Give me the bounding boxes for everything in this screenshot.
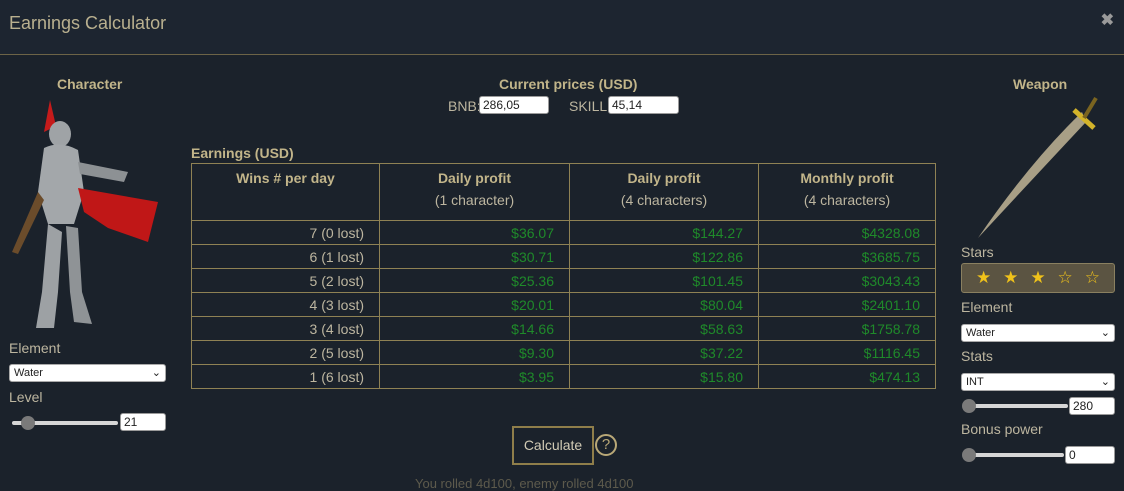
title-bar: Earnings Calculator ✖ — [0, 0, 1124, 55]
column-subtitle: (4 characters) — [620, 192, 708, 208]
table-row: 6 (1 lost) $30.71 $122.86 $3685.75 — [191, 244, 936, 269]
chevron-down-icon: ⌄ — [1100, 327, 1110, 339]
profit-cell: $14.66 — [379, 316, 570, 341]
table-row: 2 (5 lost) $9.30 $37.22 $1116.45 — [191, 340, 936, 365]
daily-1-column-header: Daily profit (1 character) — [379, 163, 570, 221]
profit-cell: $122.86 — [569, 244, 759, 269]
profit-cell: $9.30 — [379, 340, 570, 365]
wins-cell: 1 (6 lost) — [191, 364, 380, 389]
calculate-button[interactable]: Calculate — [512, 426, 594, 465]
character-level-slider[interactable] — [12, 421, 118, 425]
profit-cell: $58.63 — [569, 316, 759, 341]
table-row: 7 (0 lost) $36.07 $144.27 $4328.08 — [191, 220, 936, 245]
wins-cell: 2 (5 lost) — [191, 340, 380, 365]
wins-column-header: Wins # per day — [191, 163, 380, 221]
daily-4-column-header: Daily profit (4 characters) — [569, 163, 759, 221]
character-element-value: Water — [14, 367, 43, 379]
bonus-power-label: Bonus power — [961, 421, 1043, 437]
weapon-heading: Weapon — [1013, 76, 1068, 92]
profit-cell: $474.13 — [758, 364, 936, 389]
star-empty-icon[interactable]: ☆ — [1084, 268, 1100, 287]
wins-cell: 3 (4 lost) — [191, 316, 380, 341]
earnings-header-row: Wins # per day Daily profit (1 character)… — [191, 163, 936, 221]
character-heading: Character — [57, 76, 123, 92]
stats-input[interactable] — [1069, 397, 1115, 415]
column-title: Daily profit — [627, 170, 701, 186]
star-filled-icon[interactable]: ★ — [1003, 268, 1019, 287]
monthly-column-header: Monthly profit (4 characters) — [758, 163, 936, 221]
character-element-label: Element — [9, 340, 61, 356]
bonus-power-slider-thumb[interactable] — [962, 448, 976, 462]
profit-cell: $1758.78 — [758, 316, 936, 341]
profit-cell: $30.71 — [379, 244, 570, 269]
profit-cell: $2401.10 — [758, 292, 936, 317]
stars-label: Stars — [961, 244, 994, 260]
bnb-price-input[interactable] — [479, 96, 549, 114]
weapon-stats-value: INT — [966, 376, 984, 388]
profit-cell: $3.95 — [379, 364, 570, 389]
character-level-input[interactable] — [120, 413, 166, 431]
bonus-power-slider[interactable] — [964, 453, 1064, 457]
bnb-label: BNB: — [448, 98, 481, 114]
profit-cell: $101.45 — [569, 268, 759, 293]
column-title: Monthly profit — [800, 170, 894, 186]
wins-cell: 7 (0 lost) — [191, 220, 380, 245]
character-level-label: Level — [9, 389, 43, 405]
stats-slider-thumb[interactable] — [962, 399, 976, 413]
character-level-slider-thumb[interactable] — [21, 416, 36, 430]
prices-heading: Current prices (USD) — [499, 76, 638, 92]
weapon-stats-select[interactable]: INT ⌄ — [961, 373, 1115, 391]
bonus-power-input[interactable] — [1065, 446, 1115, 464]
wins-cell: 5 (2 lost) — [191, 268, 380, 293]
weapon-image — [978, 96, 1098, 238]
chevron-down-icon: ⌄ — [151, 367, 161, 379]
wins-cell: 6 (1 lost) — [191, 244, 380, 269]
weapon-element-value: Water — [966, 327, 995, 339]
profit-cell: $20.01 — [379, 292, 570, 317]
profit-cell: $37.22 — [569, 340, 759, 365]
stats-slider[interactable] — [964, 404, 1068, 408]
profit-cell: $80.04 — [569, 292, 759, 317]
profit-cell: $3043.43 — [758, 268, 936, 293]
table-row: 5 (2 lost) $25.36 $101.45 $3043.43 — [191, 268, 936, 293]
profit-cell: $25.36 — [379, 268, 570, 293]
help-icon[interactable]: ? — [595, 434, 617, 456]
skill-label: SKILL: — [569, 98, 612, 114]
earnings-table: Wins # per day Daily profit (1 character)… — [191, 163, 936, 389]
weapon-element-select[interactable]: Water ⌄ — [961, 324, 1115, 342]
star-filled-icon[interactable]: ★ — [1030, 268, 1046, 287]
profit-cell: $4328.08 — [758, 220, 936, 245]
weapon-stars[interactable]: ★ ★ ★ ☆ ☆ — [961, 263, 1115, 293]
stats-label: Stats — [961, 348, 993, 364]
profit-cell: $3685.75 — [758, 244, 936, 269]
profit-cell: $144.27 — [569, 220, 759, 245]
character-element-select[interactable]: Water ⌄ — [9, 364, 166, 382]
wins-cell: 4 (3 lost) — [191, 292, 380, 317]
column-subtitle: (1 character) — [434, 192, 515, 208]
profit-cell: $36.07 — [379, 220, 570, 245]
table-row: 3 (4 lost) $14.66 $58.63 $1758.78 — [191, 316, 936, 341]
skill-price-input[interactable] — [608, 96, 679, 114]
close-icon[interactable]: ✖ — [1100, 12, 1114, 29]
table-row: 1 (6 lost) $3.95 $15.80 $474.13 — [191, 364, 936, 389]
weapon-element-label: Element — [961, 299, 1013, 315]
character-image — [12, 100, 158, 328]
profit-cell: $1116.45 — [758, 340, 936, 365]
column-title: Wins # per day — [236, 170, 335, 186]
profit-cell: $15.80 — [569, 364, 759, 389]
earnings-heading: Earnings (USD) — [191, 145, 294, 161]
chevron-down-icon: ⌄ — [1100, 376, 1110, 388]
column-subtitle: (4 characters) — [803, 192, 891, 208]
window-title: Earnings Calculator — [9, 13, 167, 33]
star-filled-icon[interactable]: ★ — [975, 268, 992, 287]
star-empty-icon[interactable]: ☆ — [1057, 268, 1073, 287]
column-title: Daily profit — [437, 170, 512, 186]
table-row: 4 (3 lost) $20.01 $80.04 $2401.10 — [191, 292, 936, 317]
